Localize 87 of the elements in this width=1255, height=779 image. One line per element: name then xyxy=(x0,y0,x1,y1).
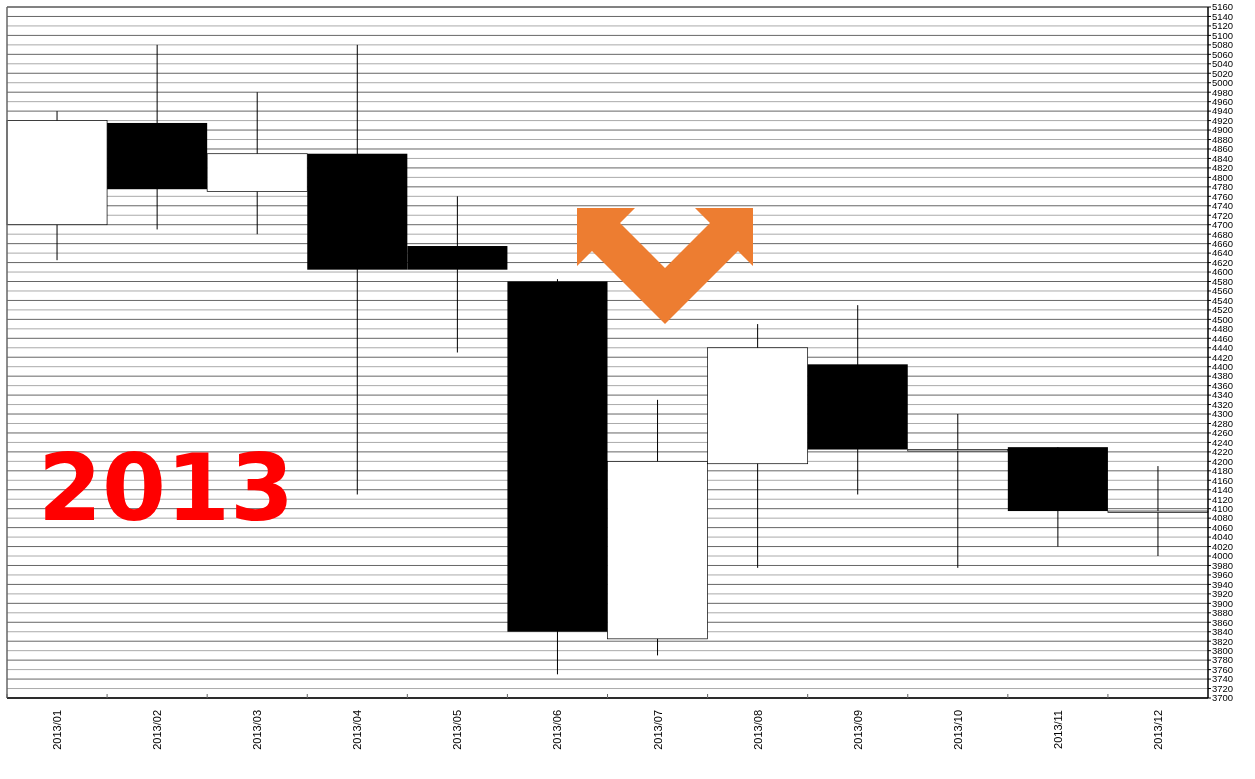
y-tick-label: 4680 xyxy=(1212,228,1234,240)
y-tick-label: 4420 xyxy=(1212,351,1234,363)
y-tick-label: 5080 xyxy=(1212,39,1234,51)
y-tick-label: 3780 xyxy=(1212,654,1234,666)
y-tick-label: 4700 xyxy=(1212,219,1234,231)
x-tick-label: 2013/09 xyxy=(851,710,864,750)
y-tick-label: 4440 xyxy=(1212,342,1234,354)
x-tick-label: 2013/01 xyxy=(51,710,64,750)
y-tick-label: 4080 xyxy=(1212,512,1234,524)
y-tick-label: 4320 xyxy=(1212,398,1234,410)
y-tick-label: 5140 xyxy=(1212,10,1234,22)
y-tick-label: 3820 xyxy=(1212,635,1234,647)
x-tick-label: 2013/12 xyxy=(1151,710,1164,750)
x-tick-label: 2013/07 xyxy=(651,710,664,750)
y-tick-label: 4020 xyxy=(1212,540,1234,552)
y-tick-label: 4120 xyxy=(1212,493,1234,505)
y-tick-label: 4920 xyxy=(1212,114,1234,126)
y-tick-label: 3740 xyxy=(1212,673,1234,685)
y-tick-label: 4640 xyxy=(1212,247,1234,259)
y-tick-label: 4240 xyxy=(1212,436,1234,448)
y-tick-label: 4560 xyxy=(1212,285,1234,297)
y-tick-label: 4960 xyxy=(1212,95,1234,107)
y-tick-label: 4760 xyxy=(1212,190,1234,202)
y-tick-label: 4580 xyxy=(1212,275,1234,287)
y-tick-label: 4160 xyxy=(1212,474,1234,486)
y-tick-label: 4840 xyxy=(1212,152,1234,164)
y-tick-label: 4500 xyxy=(1212,313,1234,325)
y-tick-label: 4620 xyxy=(1212,256,1234,268)
x-tick-label: 2013/08 xyxy=(751,710,764,750)
y-tick-label: 5100 xyxy=(1212,29,1234,41)
y-tick-label: 3720 xyxy=(1212,682,1234,694)
y-tick-label: 4480 xyxy=(1212,323,1234,335)
y-tick-label: 4820 xyxy=(1212,162,1234,174)
y-tick-label: 4040 xyxy=(1212,531,1234,543)
x-tick-label: 2013/03 xyxy=(251,710,264,750)
y-tick-label: 4940 xyxy=(1212,105,1234,117)
y-tick-label: 4300 xyxy=(1212,408,1234,420)
y-tick-label: 5120 xyxy=(1212,20,1234,32)
y-tick-label: 3920 xyxy=(1212,588,1234,600)
y-tick-label: 3800 xyxy=(1212,645,1234,656)
y-tick-label: 3860 xyxy=(1212,616,1234,628)
y-tick-label: 4260 xyxy=(1212,427,1234,439)
y-tick-label: 3960 xyxy=(1212,569,1234,581)
y-tick-label: 4660 xyxy=(1212,237,1234,249)
y-tick-label: 4600 xyxy=(1212,266,1234,278)
x-tick-label: 2013/11 xyxy=(1051,710,1064,749)
y-tick-label: 3900 xyxy=(1212,597,1234,609)
y-tick-label: 4140 xyxy=(1212,484,1234,496)
y-tick-label: 4980 xyxy=(1212,86,1234,98)
y-tick-label: 4540 xyxy=(1212,294,1234,306)
y-tick-label: 4100 xyxy=(1212,503,1234,515)
y-tick-label: 4720 xyxy=(1212,209,1234,221)
x-tick-label: 2013/06 xyxy=(551,710,564,750)
y-tick-label: 4360 xyxy=(1212,379,1234,391)
x-tick-label: 2013/04 xyxy=(351,710,364,750)
y-tick-label: 4000 xyxy=(1212,550,1234,562)
y-tick-label: 4400 xyxy=(1212,361,1234,373)
y-tick-label: 4860 xyxy=(1212,143,1234,155)
y-tick-label: 3700 xyxy=(1212,692,1234,704)
y-tick-label: 5040 xyxy=(1212,58,1234,70)
y-tick-label: 4800 xyxy=(1212,171,1234,183)
y-tick-label: 4340 xyxy=(1212,389,1234,401)
y-tick-label: 4380 xyxy=(1212,370,1234,382)
y-tick-label: 4200 xyxy=(1212,455,1234,467)
y-tick-label: 3980 xyxy=(1212,559,1234,571)
y-tick-label: 5020 xyxy=(1212,67,1234,79)
y-tick-label: 4280 xyxy=(1212,417,1234,429)
y-tick-label: 3940 xyxy=(1212,578,1234,590)
y-tick-label: 5060 xyxy=(1212,48,1234,60)
y-tick-label: 3880 xyxy=(1212,607,1234,619)
y-tick-label: 3760 xyxy=(1212,663,1234,675)
x-tick-label: 2013/02 xyxy=(151,710,164,750)
y-tick-label: 4220 xyxy=(1212,446,1234,458)
y-tick-label: 4520 xyxy=(1212,304,1234,316)
y-tick-label: 4900 xyxy=(1212,124,1234,136)
y-tick-label: 4880 xyxy=(1212,133,1234,145)
y-tick-label: 4780 xyxy=(1212,181,1234,193)
y-tick-label: 5000 xyxy=(1212,77,1234,89)
y-tick-label: 4060 xyxy=(1212,521,1234,533)
y-tick-label: 4180 xyxy=(1212,465,1234,477)
y-tick-label: 4740 xyxy=(1212,200,1234,212)
y-tick-label: 4460 xyxy=(1212,332,1234,344)
y-tick-label: 3840 xyxy=(1212,626,1234,638)
annotation: 2013 xyxy=(38,435,295,542)
x-tick-label: 2013/05 xyxy=(451,710,464,750)
y-tick-label: 5160 xyxy=(1212,1,1234,13)
x-tick-label: 2013/10 xyxy=(951,710,964,750)
